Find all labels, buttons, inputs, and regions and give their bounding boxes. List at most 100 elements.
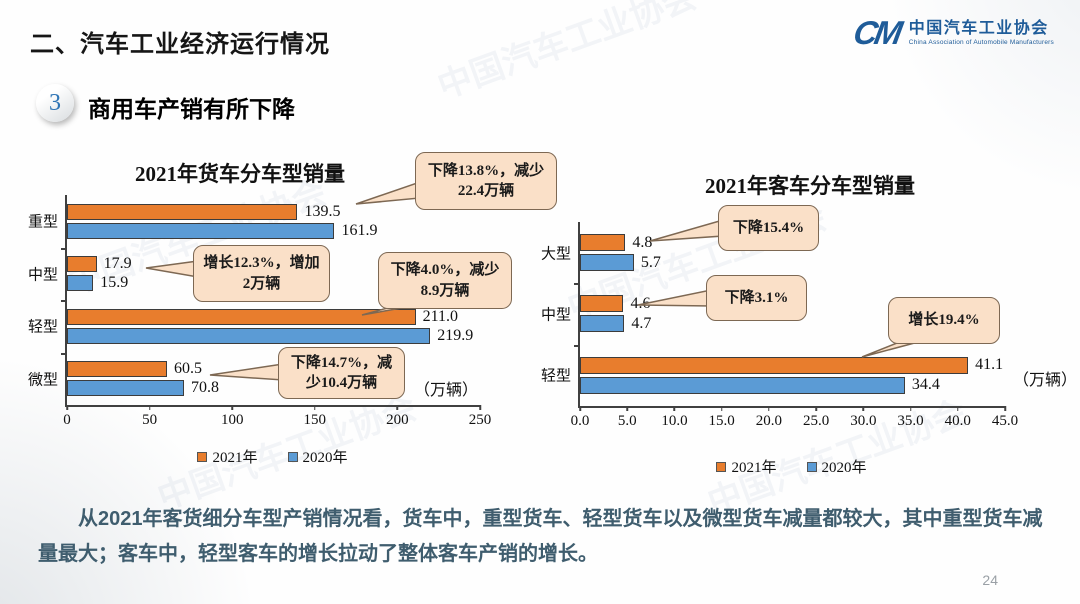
callout-light-truck: 下降4.0%，减少8.9万辆 <box>378 252 512 309</box>
bar-value-label: 4.8 <box>632 233 653 251</box>
bar-value-label: 60.5 <box>173 360 202 378</box>
truck-chart-legend: 2021年 2020年 <box>65 446 480 467</box>
bar-row: 161.9 <box>67 221 480 239</box>
bar-row: 70.8 <box>67 379 480 397</box>
x-axis-tick-label: 100 <box>220 412 244 428</box>
bus-chart-legend: 2021年 2020年 <box>578 456 1005 477</box>
logo-mark-icon: CM <box>851 14 904 51</box>
x-axis-tick-label: 20.0 <box>755 413 782 429</box>
x-axis-tick-label: 0.0 <box>570 413 590 429</box>
bar-row: 219.9 <box>67 327 480 344</box>
x-axis-tickmark <box>314 405 316 410</box>
x-axis-tickmark <box>396 405 399 410</box>
legend-item: 2021年 <box>716 456 777 477</box>
x-axis-tick-label: 40.0 <box>944 413 971 429</box>
category-group: 轻型 41.1 34.4 <box>541 356 1005 394</box>
slide-title: 商用车产销有所下降 <box>88 96 295 122</box>
bar-value-label: 17.9 <box>103 255 132 273</box>
category-label: 中型 <box>540 307 571 324</box>
y-axis-tick <box>574 344 580 347</box>
category-group: 轻型 211.0 219.9 <box>28 308 480 344</box>
x-axis-tickmark <box>231 405 233 410</box>
x-axis-tickmark <box>479 405 481 410</box>
x-axis-tick-label: 150 <box>303 412 327 428</box>
bus-chart-x-axis: 0.0 5.0 10.0 15.0 20.0 25.0 30.0 35.0 40.0 45.0 <box>571 406 1018 432</box>
truck-chart-bars: 重型 139.5 161.9 中型 17.9 15.9 轻型 211.0 219.9 微型 60.5… <box>28 195 480 405</box>
bar-value-label: 34.4 <box>911 376 940 394</box>
org-logo: CM 中国汽车工业协会 China Association of Automob… <box>851 14 1054 51</box>
callout-medium-truck: 增长12.3%，增加2万辆 <box>193 245 330 302</box>
watermark-text: 中国汽车工业协会 <box>432 0 702 107</box>
x-axis-tick-label: 5.0 <box>617 413 637 429</box>
bar-value-label: 4.7 <box>631 314 652 332</box>
bar-2020年 <box>580 315 625 333</box>
x-axis-tickmark <box>720 406 723 411</box>
bar-2020年 <box>67 222 335 239</box>
truck-chart-x-axis: 0 50 100 150 200 250 <box>63 405 491 431</box>
bar-row: 139.5 <box>67 202 480 220</box>
legend-swatch <box>197 451 208 462</box>
bar-value-label: 139.5 <box>304 202 341 220</box>
bar-row: 15.9 <box>67 274 480 292</box>
y-axis-tick <box>61 247 67 250</box>
callout-mini-truck: 下降14.7%，减少10.4万辆 <box>278 347 405 399</box>
y-axis-tick <box>574 283 580 286</box>
axis-unit-label: （万辆） <box>413 382 478 399</box>
legend-swatch <box>716 461 727 472</box>
truck-chart-plot: 重型 139.5 161.9 中型 17.9 15.9 轻型 211.0 219.9 微型 60.5… <box>28 195 491 428</box>
bar-2021年 <box>580 234 626 252</box>
callout-heavy-truck: 下降13.8%，减少22.4万辆 <box>415 152 557 210</box>
x-axis-tick-label: 45.0 <box>991 413 1019 429</box>
category-group: 微型 60.5 70.8 <box>28 360 480 397</box>
x-axis-tickmark <box>768 406 770 411</box>
bar-2020年 <box>67 380 184 397</box>
summary-text: 从2021年客货细分车型产销情况看，货车中，重型货车、轻型货车以及微型货车减量都… <box>38 508 1043 565</box>
bar-2020年 <box>580 254 634 272</box>
callout-medium-bus: 下降3.1% <box>706 275 807 321</box>
bar-value-label: 15.9 <box>100 274 129 292</box>
legend-label: 2021年 <box>212 450 258 466</box>
y-axis-tick <box>61 300 67 302</box>
x-axis-tick-label: 35.0 <box>897 413 924 429</box>
x-axis-tickmark <box>957 406 959 411</box>
bar-2020年 <box>67 275 94 292</box>
bar-2021年 <box>67 203 298 220</box>
category-label: 轻型 <box>27 319 58 336</box>
bar-2020年 <box>67 327 431 344</box>
bar-row: 41.1 <box>580 356 1005 374</box>
logo-name-cn: 中国汽车工业协会 <box>908 20 1049 37</box>
x-axis-tick-label: 15.0 <box>708 413 735 429</box>
category-label: 微型 <box>27 372 58 389</box>
callout-light-bus: 增长19.4% <box>888 297 1000 344</box>
bar-2021年 <box>67 256 97 273</box>
legend-item: 2020年 <box>806 456 867 477</box>
bar-row: 4.8 <box>580 233 1005 252</box>
category-label: 轻型 <box>540 368 571 385</box>
bar-2020年 <box>580 376 905 394</box>
x-axis-tick-label: 10.0 <box>661 413 688 429</box>
bar-value-label: 70.8 <box>190 379 219 397</box>
axis-unit-label: （万辆） <box>1013 372 1078 389</box>
legend-label: 2021年 <box>731 460 777 476</box>
section-number-badge: 3 <box>36 84 74 122</box>
x-axis-tickmark <box>66 405 68 410</box>
x-axis-tick-label: 250 <box>468 412 492 428</box>
legend-swatch <box>287 451 298 462</box>
legend-item: 2021年 <box>197 446 258 467</box>
bar-row: 4.7 <box>580 314 1005 333</box>
bar-value-label: 5.7 <box>640 253 661 271</box>
bar-value-label: 4.6 <box>630 294 651 312</box>
legend-item: 2020年 <box>287 446 348 467</box>
bar-value-label: 161.9 <box>341 221 378 239</box>
category-label: 中型 <box>27 267 58 284</box>
bar-row: 5.7 <box>580 253 1005 272</box>
x-axis-tick-label: 0 <box>63 412 71 428</box>
x-axis-tickmark <box>1004 406 1006 411</box>
bar-row: 17.9 <box>67 255 480 273</box>
x-axis-tickmark <box>673 406 676 411</box>
bus-chart-title: 2021年客车分车型销量 <box>705 174 915 198</box>
x-axis-tick-label: 30.0 <box>850 413 877 429</box>
section-title: 二、汽车工业经济运行情况 <box>30 31 330 58</box>
bar-row: 34.4 <box>580 376 1005 394</box>
